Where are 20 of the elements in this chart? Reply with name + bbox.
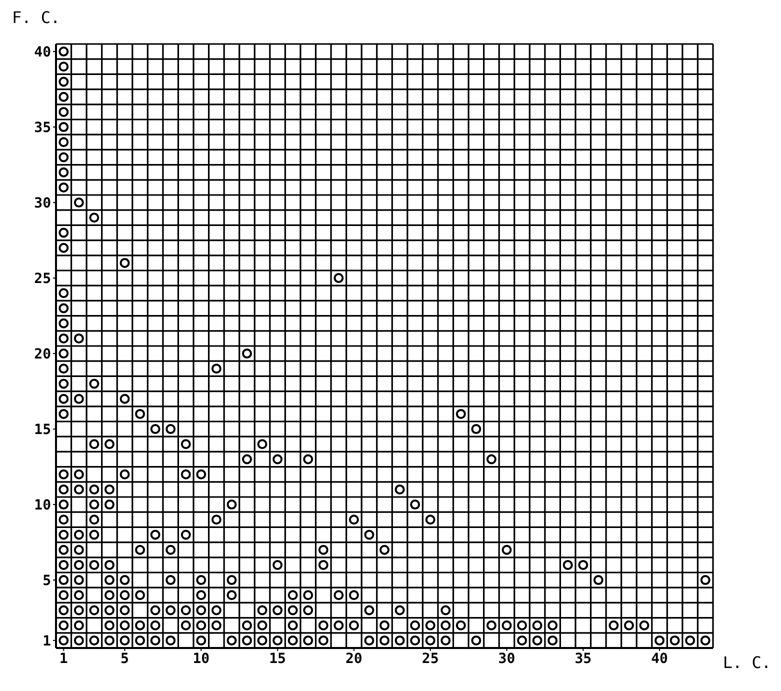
y-tick-label: 5 — [42, 573, 51, 590]
y-tick-label: 40 — [34, 44, 51, 61]
x-tick-label: 5 — [120, 650, 129, 667]
y-tick-label: 10 — [34, 498, 51, 514]
y-tick-label: 1 — [42, 633, 51, 650]
y-tick-label: 20 — [34, 346, 51, 363]
x-tick-label: 10 — [192, 650, 210, 667]
x-tick-label: 15 — [269, 650, 286, 667]
y-tick-label: 15 — [34, 422, 51, 438]
y-tick-label: 25 — [34, 271, 51, 288]
x-axis-title: L. C. — [722, 653, 771, 672]
x-tick-label: 35 — [574, 650, 592, 667]
x-tick-label: 1 — [59, 650, 68, 667]
y-axis-title: F. C. — [12, 8, 60, 27]
y-tick-label: 35 — [34, 120, 51, 136]
x-tick-label: 20 — [346, 650, 362, 667]
y-tick-label: 30 — [34, 196, 51, 212]
x-tick-label: 40 — [651, 650, 668, 667]
x-tick-label: 30 — [498, 650, 516, 667]
x-tick-label: 25 — [422, 650, 439, 667]
